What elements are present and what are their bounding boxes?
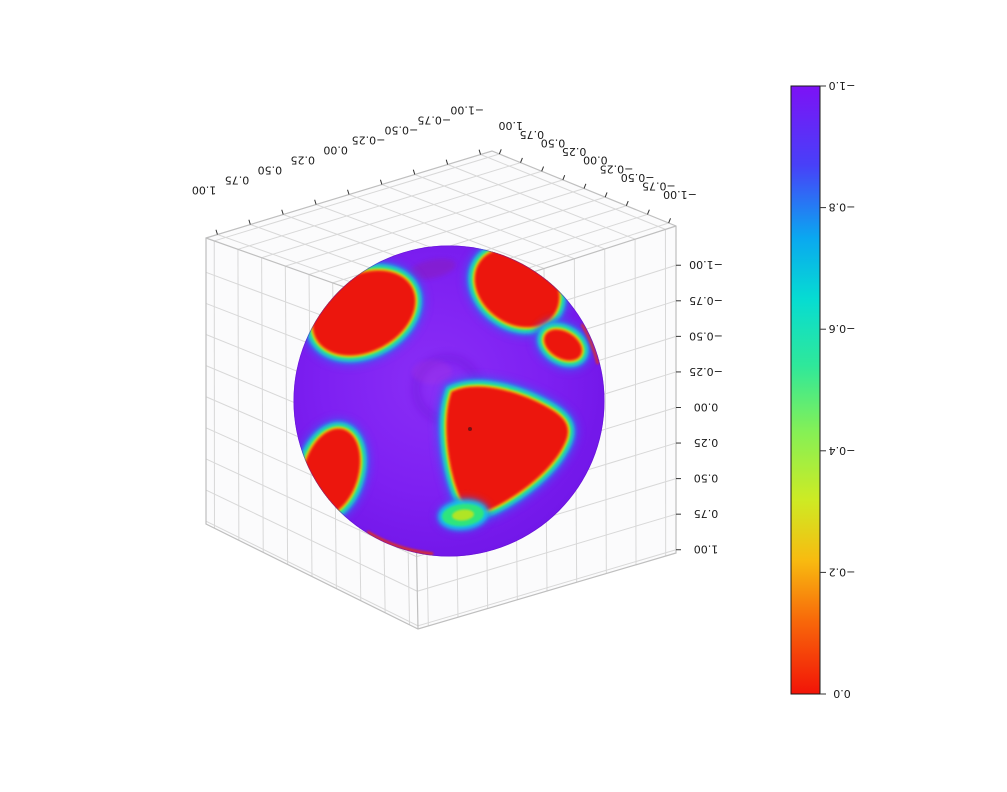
z-axis-tick-label: 1.00	[694, 543, 719, 556]
x-axis-tick-label: −0.50	[385, 123, 419, 136]
y-axis-tick-label: −0.75	[642, 180, 676, 193]
y-axis-tick-label: 0.50	[541, 136, 566, 149]
grid-line	[237, 249, 240, 541]
surface-smudge	[408, 258, 456, 280]
y-axis-tick-label: −0.50	[621, 171, 655, 184]
colorbar-tick-label: −0.4	[829, 444, 856, 457]
y-axis-tick-label: 0.75	[520, 128, 545, 141]
y-axis-tick-mark	[625, 200, 629, 206]
box-outline	[205, 150, 677, 630]
colorbar-tick-label: −0.2	[829, 565, 856, 578]
y-axis-tick-mark	[647, 209, 650, 215]
grid-line	[205, 520, 419, 627]
hotspot-layer	[452, 509, 474, 521]
sphere-surface	[293, 245, 605, 557]
rim-red-arc	[366, 530, 434, 556]
y-axis-tick-label: 0.25	[562, 145, 587, 158]
grid-line	[417, 513, 677, 592]
x-axis-tick-label: −0.25	[352, 133, 386, 146]
y-axis-tick-label: 1.00	[498, 119, 523, 132]
x-axis-tick-label: 0.00	[323, 143, 348, 156]
z-axis-tick-label: −0.50	[689, 329, 723, 342]
grid-line	[634, 239, 637, 565]
y-axis-tick-mark	[583, 183, 587, 189]
y-axis-tick-mark	[498, 149, 502, 155]
y-axis-tick-mark	[520, 157, 523, 163]
colorbar-tick-label: 0.0	[833, 687, 851, 700]
z-axis-tick-label: −0.75	[689, 294, 723, 307]
grid-line	[214, 153, 500, 242]
x-axis-tick-mark	[314, 199, 317, 205]
x-axis-tick-mark	[478, 149, 482, 155]
z-axis-tick-label: 0.00	[694, 400, 719, 413]
z-axis-tick-label: 0.25	[694, 436, 719, 449]
colorbar-tick-label: −0.6	[829, 322, 856, 335]
grid-line	[237, 162, 521, 250]
surface-dark-dot	[468, 427, 472, 431]
y-axis-tick-mark	[562, 175, 566, 181]
z-axis-tick-label: 0.50	[694, 472, 719, 485]
x-axis-tick-mark	[248, 219, 251, 225]
x-axis-tick-label: 0.50	[258, 164, 283, 177]
colorbar-outline	[790, 85, 821, 695]
x-axis-tick-mark	[379, 179, 383, 185]
y-axis-tick-mark	[541, 166, 545, 172]
grid-line	[261, 257, 264, 553]
x-axis-tick-label: −1.00	[450, 103, 484, 116]
x-axis-tick-label: −0.75	[417, 113, 451, 126]
grid-line	[417, 549, 677, 627]
y-axis-tick-label: 0.00	[583, 154, 608, 167]
x-axis-tick-mark	[281, 209, 284, 215]
hotspot-layer	[544, 329, 582, 361]
grid-line	[261, 170, 542, 259]
y-axis-tick-mark	[668, 218, 671, 224]
y-axis-tick-label: −1.00	[663, 188, 697, 201]
x-axis-tick-label: 0.75	[225, 174, 250, 187]
x-axis-tick-label: 0.25	[290, 153, 315, 166]
hotspot-layer	[446, 387, 568, 511]
x-axis-tick-mark	[347, 189, 350, 195]
rim-red-arc	[580, 323, 600, 365]
axis-ticks-labels: 1.000.750.500.250.00−0.25−0.50−0.75−1.00…	[192, 103, 723, 555]
z-axis-tick-label: −0.25	[689, 365, 723, 378]
colorbar-tick-label: −1.0	[829, 79, 856, 92]
y-axis-tick-label: −0.25	[600, 162, 634, 175]
x-axis-tick-mark	[445, 159, 449, 165]
x-axis-tick-label: 1.00	[192, 184, 217, 197]
surface-smudge	[412, 360, 452, 384]
grid-line	[205, 489, 418, 592]
axes-pane	[206, 151, 676, 311]
x-axis-tick-mark	[215, 229, 218, 235]
z-axis-tick-label: −1.00	[689, 258, 723, 271]
colorbar-bar	[791, 86, 820, 694]
colorbar: −1.0 −0.8 −0.6 −0.4 −0.2 0.0	[790, 79, 856, 700]
grid-line	[284, 266, 289, 565]
colorbar-tick-label: −0.8	[829, 201, 856, 214]
grid-line	[285, 179, 563, 267]
y-axis-tick-mark	[604, 192, 608, 198]
z-axis-tick-label: 0.75	[694, 507, 719, 520]
x-axis-tick-mark	[412, 169, 416, 175]
grid-line	[604, 248, 607, 574]
grid-line	[308, 188, 585, 275]
